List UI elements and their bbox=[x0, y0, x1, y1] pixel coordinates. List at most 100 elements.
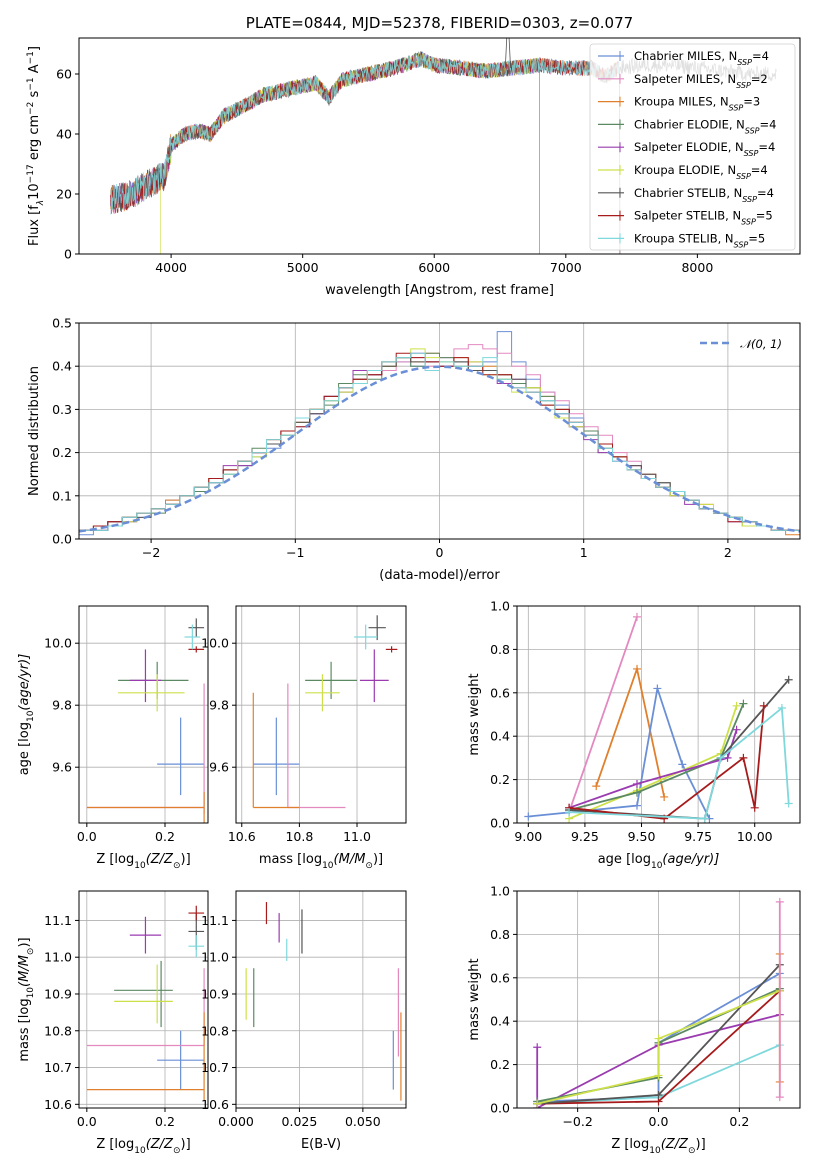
x-axis-label: E(B-V) bbox=[301, 1137, 341, 1152]
weight-lines bbox=[524, 612, 793, 823]
x-tick-label: 9.50 bbox=[628, 829, 656, 844]
series-marker bbox=[732, 725, 741, 734]
legend: Chabrier MILES, NSSP=4 Salpeter MILES, NS… bbox=[589, 43, 796, 251]
point-salpeter-miles bbox=[86, 683, 205, 814]
point-salpeter-stelib bbox=[385, 646, 398, 653]
point-kroupa-elodie bbox=[118, 674, 185, 712]
ebv-mass-panel: 0.000 0.025 0.050 10.6 10.7 10.8 10.9 11.0 11.1 E… bbox=[201, 890, 407, 1152]
y-tick-label: 10.0 bbox=[201, 636, 229, 651]
series-marker bbox=[732, 701, 741, 710]
spectrum-chabrier-elodie bbox=[110, 51, 540, 254]
series-marker bbox=[653, 684, 662, 693]
series-marker bbox=[632, 612, 641, 621]
legend-label: Salpeter STELIB, NSSP=5 bbox=[634, 209, 773, 227]
x-tick-label: 6000 bbox=[418, 260, 450, 275]
point-chabrier-miles bbox=[157, 717, 205, 796]
series-marker bbox=[592, 782, 601, 791]
y-tick-label: 10.9 bbox=[201, 986, 229, 1001]
series-marker bbox=[533, 1099, 542, 1108]
legend-label: Chabrier ELODIE, NSSP=4 bbox=[634, 117, 776, 135]
series-marker bbox=[739, 753, 748, 762]
point-kroupa-miles bbox=[86, 1012, 205, 1101]
series-chabrier-stelib bbox=[565, 675, 793, 823]
y-tick-label: 9.6 bbox=[52, 760, 72, 775]
x-tick-label: 0.000 bbox=[218, 1114, 254, 1129]
series-marker bbox=[739, 699, 748, 708]
legend: 𝒩(0, 1) bbox=[700, 337, 782, 351]
point-salpeter-elodie bbox=[129, 649, 162, 703]
spectrum-kroupa-stelib bbox=[110, 53, 621, 254]
x-tick-label: −1 bbox=[286, 545, 304, 560]
series-marker bbox=[654, 1034, 663, 1043]
y-tick-label: 0.5 bbox=[52, 316, 72, 331]
y-axis-label: age [log10(age/yr)] bbox=[17, 654, 36, 776]
x-tick-label: 5000 bbox=[287, 260, 319, 275]
mass-age-panel: 10.6 10.8 11.0 9.6 9.8 10.0 mass [log10(M/M⊙)] bbox=[201, 605, 407, 871]
x-tick-label: 4000 bbox=[155, 260, 187, 275]
legend-label: Salpeter MILES, NSSP=2 bbox=[634, 72, 768, 90]
y-tick-label: 10.8 bbox=[201, 1023, 229, 1038]
x-tick-label: 7000 bbox=[550, 260, 582, 275]
x-axis-label: Z [log10(Z/Z⊙)] bbox=[611, 1137, 705, 1156]
x-tick-label: 9.25 bbox=[571, 829, 599, 844]
normal-curve bbox=[79, 365, 800, 533]
y-axis-label: mass [log10(M/M⊙)] bbox=[17, 937, 36, 1061]
y-tick-label: 20 bbox=[56, 187, 72, 202]
series-marker bbox=[632, 664, 641, 673]
y-tick-label: 10.8 bbox=[44, 1023, 72, 1038]
point-kroupa-miles bbox=[86, 792, 205, 823]
series-marker bbox=[750, 803, 759, 812]
y-tick-label: 0.8 bbox=[490, 642, 510, 657]
spectrum-salpeter-stelib bbox=[110, 51, 621, 254]
y-tick-label: 11.0 bbox=[44, 950, 72, 965]
y-tick-label: 10.6 bbox=[201, 1097, 229, 1112]
y-tick-label: 10.6 bbox=[44, 1097, 72, 1112]
series-line bbox=[528, 688, 711, 820]
y-tick-label: 11.1 bbox=[44, 913, 72, 928]
x-axis-label: Z [log10(Z/Z⊙)] bbox=[96, 852, 190, 871]
axes-frame bbox=[516, 890, 801, 1109]
x-tick-label: 1 bbox=[580, 545, 588, 560]
legend-entry: Salpeter STELIB, NSSP=5 bbox=[598, 209, 773, 227]
series-marker bbox=[723, 753, 732, 762]
series-marker bbox=[533, 1043, 542, 1052]
axes-frame bbox=[235, 605, 407, 824]
y-tick-label: 0.6 bbox=[490, 685, 510, 700]
h-alpha-spike bbox=[504, 38, 511, 69]
point-chabrier-stelib bbox=[368, 615, 386, 641]
point-kroupa-elodie bbox=[114, 964, 173, 1024]
x-tick-label: 2 bbox=[724, 545, 732, 560]
legend-entry: Salpeter MILES, NSSP=2 bbox=[598, 72, 768, 90]
point-salpeter-stelib bbox=[188, 905, 205, 921]
y-tick-label: 9.6 bbox=[209, 760, 229, 775]
series-marker bbox=[632, 779, 641, 788]
z-mass-panel: 0.0 0.2 10.6 10.7 10.8 10.9 11.0 11.1 Z [log10(Z… bbox=[17, 890, 209, 1156]
y-tick-label: 0.1 bbox=[52, 488, 72, 503]
point-salpeter-elodie bbox=[129, 916, 162, 954]
legend-entry: Salpeter ELODIE, NSSP=4 bbox=[598, 140, 775, 158]
point-salpeter-miles bbox=[287, 683, 346, 809]
point-kroupa-stelib bbox=[354, 624, 378, 650]
age-weight-panel: 9.00 9.25 9.50 9.75 10.00 0.0 0.2 0.4 0.6 0.8 1.0 m… bbox=[467, 599, 801, 871]
x-axis-label: Z [log10(Z/Z⊙)] bbox=[96, 1137, 190, 1156]
y-axis-label: mass weight bbox=[467, 673, 482, 755]
error-bars bbox=[86, 905, 205, 1101]
error-bars bbox=[245, 902, 402, 1101]
y-tick-label: 0.4 bbox=[490, 729, 510, 744]
point-chabrier-elodie bbox=[305, 661, 358, 699]
x-tick-label: 0.2 bbox=[729, 1114, 749, 1129]
spectrum-salpeter-elodie bbox=[110, 52, 540, 254]
x-tick-label: 0.2 bbox=[155, 829, 175, 844]
y-tick-label: 1.0 bbox=[490, 599, 510, 614]
point-chabrier-stelib bbox=[188, 618, 205, 637]
y-tick-label: 0.8 bbox=[490, 927, 510, 942]
x-tick-label: 0.0 bbox=[649, 1114, 669, 1129]
z-weight-panel: −0.2 0.0 0.2 0.0 0.2 0.4 0.6 0.8 1.0 mass weight Z… bbox=[467, 884, 801, 1156]
chart-title: PLATE=0844, MJD=52378, FIBERID=0303, z=0… bbox=[246, 14, 633, 32]
y-axis-label: mass weight bbox=[467, 958, 482, 1040]
series-marker bbox=[524, 812, 533, 821]
hist-kroupa-stelib bbox=[79, 352, 800, 539]
legend-label: Salpeter ELODIE, NSSP=4 bbox=[634, 140, 775, 158]
point-kroupa-miles bbox=[252, 692, 300, 809]
